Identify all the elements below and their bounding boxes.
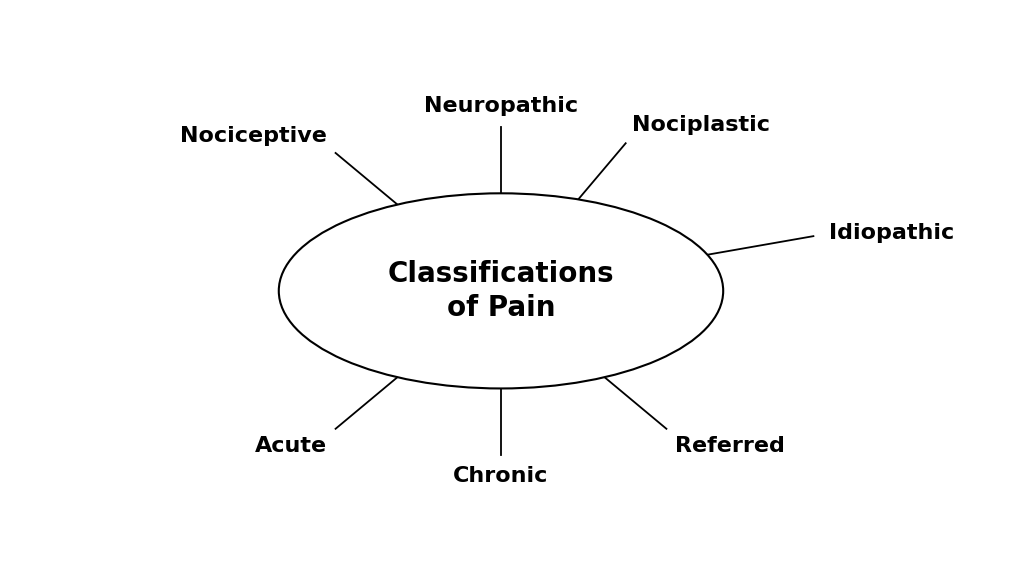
Ellipse shape — [279, 194, 723, 388]
Text: Classifications
of Pain: Classifications of Pain — [388, 260, 614, 322]
Text: Chronic: Chronic — [454, 466, 549, 486]
Text: Neuropathic: Neuropathic — [424, 96, 579, 116]
Text: Referred: Referred — [675, 436, 785, 456]
Text: Nociceptive: Nociceptive — [180, 126, 327, 146]
Text: Acute: Acute — [255, 436, 327, 456]
Text: Nociplastic: Nociplastic — [633, 115, 770, 135]
Text: Idiopathic: Idiopathic — [828, 223, 953, 244]
